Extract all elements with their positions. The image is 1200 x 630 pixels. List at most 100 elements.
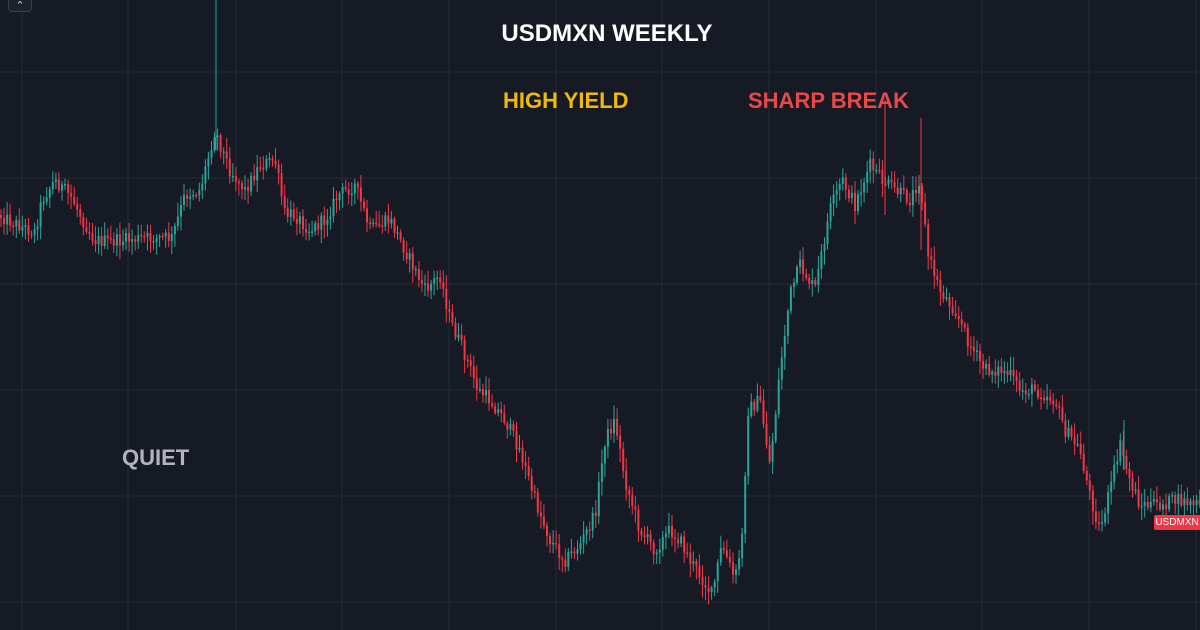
candle-up <box>183 194 185 205</box>
candle-down <box>1058 406 1061 408</box>
candle-down <box>704 585 707 588</box>
candle-down <box>1018 380 1021 391</box>
candle-down <box>930 256 933 260</box>
candle-down <box>9 214 12 226</box>
candle-down <box>728 556 731 563</box>
candle-down <box>347 189 350 195</box>
candle-up <box>735 569 737 575</box>
candle-down <box>536 492 539 513</box>
candle-up <box>658 549 661 553</box>
candle-down <box>893 182 896 188</box>
candle-down <box>399 232 402 241</box>
candle-down <box>896 187 899 195</box>
candle-up <box>789 286 792 312</box>
candle-down <box>652 542 655 555</box>
candle-up <box>823 244 826 252</box>
annotation-quiet: QUIET <box>122 445 190 470</box>
candle-up <box>850 192 853 199</box>
candle-down <box>686 552 689 554</box>
candle-down <box>768 445 771 462</box>
candle-up <box>661 537 664 550</box>
candle-up <box>780 357 783 380</box>
candle-down <box>616 419 619 436</box>
candle-up <box>51 181 54 190</box>
candle-down <box>677 538 680 544</box>
candle-down <box>82 216 85 228</box>
candle-down <box>57 179 60 191</box>
candle-up <box>918 185 920 194</box>
candle-up <box>180 204 182 217</box>
chevron-up-icon[interactable]: ⌃ <box>8 0 32 12</box>
candle-up <box>244 187 246 190</box>
candle-up <box>314 223 317 232</box>
candle-down <box>1015 376 1018 381</box>
candle-up <box>42 201 45 204</box>
candle-down <box>241 182 243 190</box>
candle-up <box>613 419 615 434</box>
candle-down <box>1073 436 1076 444</box>
candle-up <box>680 536 683 544</box>
candle-down <box>417 268 420 280</box>
candle-down <box>1088 480 1091 491</box>
candle-down <box>91 233 94 241</box>
candle-up <box>793 282 795 287</box>
candle-down <box>979 350 981 361</box>
candle-down <box>1052 400 1055 405</box>
candle-down <box>561 557 564 560</box>
candle-up <box>518 447 521 450</box>
candle-down <box>921 185 924 203</box>
candle-down <box>12 225 15 227</box>
candle-down <box>1000 366 1003 374</box>
candles <box>0 0 1200 605</box>
candle-down <box>1125 456 1128 469</box>
candle-down <box>643 535 646 538</box>
candle-up <box>353 183 356 194</box>
candle-down <box>671 526 673 538</box>
candle-down <box>1128 468 1131 478</box>
candle-up <box>509 424 512 430</box>
candle-down <box>356 183 359 188</box>
candle-down <box>466 359 469 362</box>
candle-up <box>103 235 106 246</box>
candle-up <box>1140 505 1143 508</box>
candle-up <box>430 283 433 291</box>
candle-up <box>250 175 253 192</box>
candle-down <box>128 233 131 242</box>
candle-down <box>948 297 951 307</box>
candle-up <box>231 176 234 178</box>
candle-up <box>863 182 866 193</box>
candle-down <box>628 489 631 495</box>
candle-up <box>170 234 173 241</box>
candle-down <box>112 239 115 246</box>
candle-down <box>1079 443 1082 454</box>
candle-down <box>1064 420 1067 437</box>
candle-up <box>1134 489 1137 491</box>
candle-down <box>1043 397 1046 401</box>
candle-down <box>524 462 527 466</box>
candle-down <box>1091 490 1094 512</box>
candle-down <box>283 196 286 208</box>
candle-down <box>805 273 808 278</box>
candle-down <box>966 327 969 347</box>
candle-down <box>100 236 103 246</box>
candle-up <box>201 183 204 191</box>
candle-up <box>433 278 436 284</box>
candle-down <box>539 512 542 517</box>
candle-down <box>420 279 423 284</box>
candle-down <box>152 240 155 243</box>
annotation-high-yield: HIGH YIELD <box>503 88 629 113</box>
candle-down <box>488 390 490 404</box>
candle-down <box>195 194 198 197</box>
candle-down <box>88 231 91 234</box>
candle-up <box>33 229 36 236</box>
candle-up <box>866 171 869 183</box>
candle-down <box>1061 407 1064 421</box>
candle-down <box>442 282 445 289</box>
candle-up <box>567 552 570 567</box>
candle-down <box>631 494 634 507</box>
candle-down <box>972 346 975 352</box>
candle-up <box>54 179 57 182</box>
